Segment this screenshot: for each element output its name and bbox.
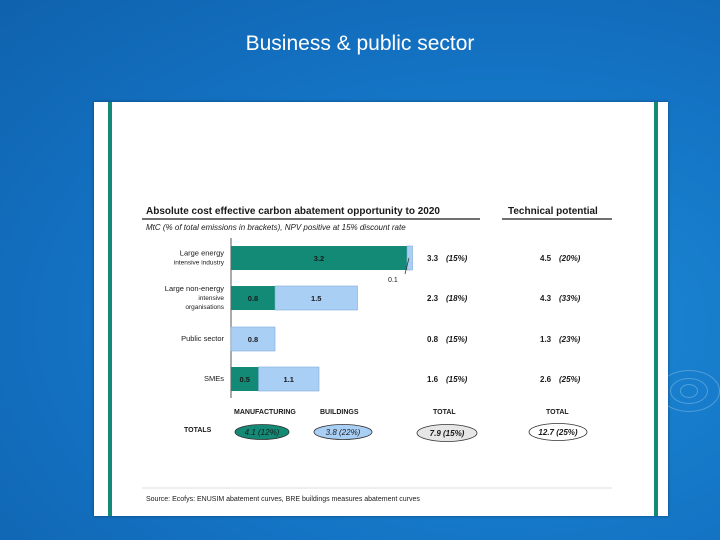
ripple-decoration xyxy=(670,378,708,404)
technical-value: 4.5 xyxy=(540,254,552,263)
bar-buildings xyxy=(274,285,358,311)
col-header-technical-total: TOTAL xyxy=(546,409,569,416)
category-label: Large non-energy xyxy=(165,284,224,293)
row-total-pct: (15%) xyxy=(446,375,468,384)
bar-manufacturing xyxy=(231,246,407,270)
source-note: Source: Ecofys: ENUSIM abatement curves,… xyxy=(146,496,420,503)
chart-subtitle: MtC (% of total emissions in brackets), … xyxy=(146,223,406,232)
bar-value-label: 3.2 xyxy=(314,254,324,263)
chart-panel: Absolute cost effective carbon abatement… xyxy=(94,102,668,516)
category-label: SMEs xyxy=(204,374,224,383)
bar-buildings xyxy=(230,326,276,352)
technical-values: 4.5 (20%) 4.3 (33%) 1.3 (23%) 2.6 (25%) xyxy=(540,254,581,384)
totals-technical-oval xyxy=(528,423,588,441)
technical-pct: (25%) xyxy=(559,375,581,384)
totals-buildings-oval xyxy=(313,424,373,440)
panel-right-strip xyxy=(654,102,658,516)
row-total-value: 1.6 xyxy=(427,375,439,384)
row-total-value: 3.3 xyxy=(427,254,439,263)
row-total-pct: (15%) xyxy=(446,254,468,263)
bar-buildings xyxy=(406,245,413,271)
totals-buildings: 3.8 (22%) xyxy=(326,428,361,437)
col-header-buildings: BUILDINGS xyxy=(320,409,359,416)
category-label: intensive xyxy=(198,295,224,302)
bar-buildings xyxy=(258,366,320,392)
technical-value: 4.3 xyxy=(540,294,552,303)
bar-manufacturing xyxy=(231,286,275,310)
totals-label: TOTALS xyxy=(184,427,212,434)
technical-pct: (23%) xyxy=(559,335,581,344)
technical-value: 1.3 xyxy=(540,335,552,344)
bar-value-label: 0.5 xyxy=(240,375,250,384)
bars: 3.2 0.8 1.5 0.8 0.5 1.1 xyxy=(230,245,413,392)
bar-value-label: 0.8 xyxy=(248,294,258,303)
abatement-chart: Absolute cost effective carbon abatement… xyxy=(142,206,612,503)
row-totals: 3.3 (15%) 2.3 (18%) 0.8 (15%) 1.6 (15%) xyxy=(427,254,468,384)
bar-value-label: 1.1 xyxy=(284,375,294,384)
panel-left-strip xyxy=(108,102,112,516)
category-label: Large energy xyxy=(180,249,224,258)
col-header-manufacturing: MANUFACTURING xyxy=(234,409,296,416)
category-label: organisations xyxy=(185,304,224,311)
technical-header: Technical potential xyxy=(508,206,598,217)
col-header-total: TOTAL xyxy=(433,409,456,416)
callout-label: 0.1 xyxy=(388,277,398,284)
bar-value-label: 1.5 xyxy=(311,294,321,303)
ripple-decoration xyxy=(680,384,698,398)
category-labels: Large energy intensive industry Large non-… xyxy=(165,249,225,384)
row-total-value: 2.3 xyxy=(427,294,439,303)
category-label: Public sector xyxy=(181,334,224,343)
technical-value: 2.6 xyxy=(540,375,552,384)
chart-title: Absolute cost effective carbon abatement… xyxy=(146,206,440,217)
technical-pct: (33%) xyxy=(559,294,581,303)
bar-manufacturing xyxy=(231,367,259,391)
callout-leader xyxy=(404,257,410,275)
totals-manufacturing: 4.1 (12%) xyxy=(245,428,280,437)
row-total-pct: (18%) xyxy=(446,294,468,303)
slide-title: Business & public sector xyxy=(245,32,475,55)
totals-manufacturing-oval xyxy=(234,424,290,440)
row-total-value: 0.8 xyxy=(427,335,439,344)
row-total-pct: (15%) xyxy=(446,335,468,344)
totals-total-oval xyxy=(416,424,478,442)
totals-total: 7.9 (15%) xyxy=(430,429,465,438)
totals-technical: 12.7 (25%) xyxy=(538,428,577,437)
technical-pct: (20%) xyxy=(559,254,581,263)
category-label: intensive industry xyxy=(174,260,225,267)
bar-value-label: 0.8 xyxy=(248,335,258,344)
